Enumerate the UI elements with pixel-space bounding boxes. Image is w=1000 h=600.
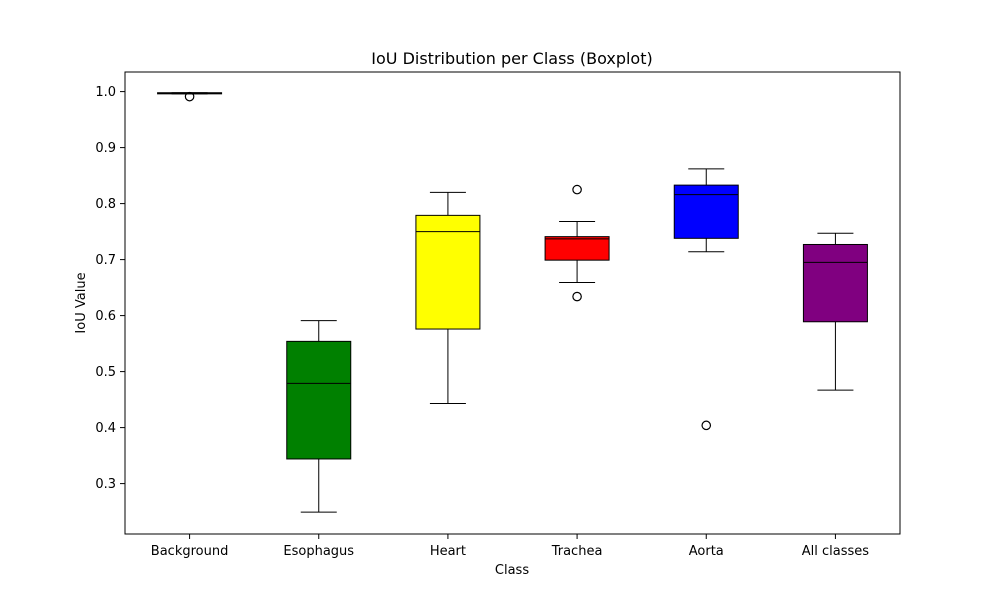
plot-area xyxy=(157,91,868,513)
y-tick-label: 0.5 xyxy=(95,365,116,380)
chart-title: IoU Distribution per Class (Boxplot) xyxy=(371,49,652,68)
x-tick-label: All classes xyxy=(802,544,870,559)
x-tick-label: Heart xyxy=(430,544,466,559)
box-iqr xyxy=(673,184,739,239)
plot-frame xyxy=(124,71,901,535)
x-axis-label: Class xyxy=(495,563,529,578)
x-tick-label: Aorta xyxy=(689,544,724,559)
y-tick-label: 0.6 xyxy=(95,309,116,324)
x-tick-label: Background xyxy=(151,544,229,559)
y-tick-label: 0.7 xyxy=(95,253,116,268)
box-aorta xyxy=(673,168,739,431)
outlier-point xyxy=(572,291,582,302)
y-tick-label: 1.0 xyxy=(95,85,116,100)
y-tick-label: 0.4 xyxy=(95,421,116,436)
box-iqr xyxy=(415,214,481,330)
box-esophagus xyxy=(286,320,352,513)
x-tick-label: Esophagus xyxy=(283,544,354,559)
outlier-point xyxy=(184,91,195,102)
x-tick-label: Trachea xyxy=(551,544,603,559)
outlier-point xyxy=(701,420,712,431)
box-iqr xyxy=(544,236,610,261)
y-axis-label: IoU Value xyxy=(74,272,89,333)
y-tick-label: 0.3 xyxy=(95,477,116,492)
y-tick-label: 0.8 xyxy=(95,197,116,212)
box-background xyxy=(157,91,223,102)
box-iqr xyxy=(286,340,352,460)
y-tick-label: 0.9 xyxy=(95,141,116,156)
box-trachea xyxy=(544,184,610,302)
outlier-point xyxy=(572,184,582,195)
box-iqr xyxy=(802,243,868,323)
box-heart xyxy=(415,191,481,405)
box-all-classes xyxy=(802,232,868,391)
